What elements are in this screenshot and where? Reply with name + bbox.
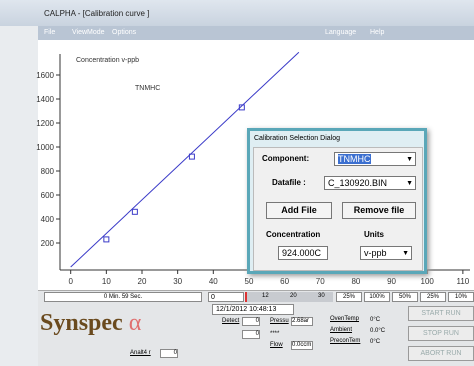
counter-box: 0 <box>208 292 244 302</box>
y-tick-label: 1400 <box>36 95 54 104</box>
x-tick-label: 110 <box>456 277 469 286</box>
x-tick-label: 90 <box>387 277 396 286</box>
datafile-value: C_130920.BIN <box>328 178 387 188</box>
datetime-box: 12/1/2012 10:48:13 <box>212 304 294 315</box>
component-value: TNMHC <box>338 154 371 164</box>
oven-value: 0°C <box>370 317 380 323</box>
x-tick-label: 30 <box>173 277 182 286</box>
percent-button[interactable]: 100% <box>364 292 390 302</box>
dialog-title: Calibration Selection Dialog <box>254 135 340 142</box>
annotation: TNMHC <box>135 85 160 92</box>
units-label: Units <box>364 230 384 239</box>
y-tick-label: 400 <box>41 215 55 224</box>
stop-run-button[interactable]: STOP RUN <box>408 326 474 341</box>
remove-file-button[interactable]: Remove file <box>342 202 416 219</box>
concentration-label: Concentration <box>266 230 320 239</box>
stars: **** <box>270 331 279 337</box>
progress-tick: 12 <box>262 293 269 299</box>
x-tick-label: 50 <box>245 277 254 286</box>
app-window: CALPHA - [Calibration curve ] File ViewM… <box>0 0 474 366</box>
logo: Synspec α <box>40 310 141 337</box>
datafile-label: Datafile : <box>272 178 306 187</box>
x-tick-label: 80 <box>351 277 360 286</box>
concentration-input[interactable]: 924.000C <box>278 246 328 260</box>
percent-button[interactable]: 25% <box>336 292 362 302</box>
start-run-button[interactable]: START RUN <box>408 306 474 321</box>
x-tick-label: 10 <box>102 277 111 286</box>
x-tick-label: 100 <box>421 277 435 286</box>
abort-run-button[interactable]: ABORT RUN <box>408 346 474 361</box>
flow-label: Flow <box>270 342 283 348</box>
datafile-select[interactable]: C_130920.BIN ▼ <box>324 176 416 190</box>
x-tick-label: 70 <box>316 277 325 286</box>
oven-label: OvenTemp <box>330 316 359 322</box>
dialog-body: Component: TNMHC ▼ Datafile : C_130920.BI… <box>253 147 423 271</box>
pressure-value: 2.68ar <box>291 317 313 326</box>
flow-value: 0.0ccm <box>291 341 313 350</box>
units-value: v-ppb <box>364 248 387 258</box>
y-tick-label: 1600 <box>36 71 54 80</box>
component-label: Component: <box>262 154 309 163</box>
y-tick-label: 800 <box>41 167 55 176</box>
ambient-value: 0.0°C <box>370 328 385 334</box>
x-tick-label: 40 <box>209 277 218 286</box>
y-tick-label: 200 <box>41 239 55 248</box>
percent-button[interactable]: 25% <box>420 292 446 302</box>
units-select[interactable]: v-ppb ▼ <box>360 246 412 260</box>
pressure-label: Pressu <box>270 318 289 324</box>
chart-title: Concentration v-ppb <box>76 57 139 64</box>
x-tick-label: 0 <box>68 277 73 286</box>
dropdown-arrow: ▼ <box>406 177 413 190</box>
progress-tick: 30 <box>318 293 325 299</box>
precon-label: PreconTem <box>330 338 360 344</box>
dropdown-arrow: ▼ <box>402 247 409 260</box>
percent-button[interactable]: 50% <box>392 292 418 302</box>
dropdown-arrow: ▼ <box>406 153 413 166</box>
dialog: Calibration Selection Dialog Component: … <box>247 128 427 274</box>
add-file-button[interactable]: Add File <box>266 202 332 219</box>
ambient-label: Ambient <box>330 327 352 333</box>
precon-value: 0°C <box>370 339 380 345</box>
elapsed-box: 0 Min. 59 Sec. <box>44 292 202 302</box>
blank-value: 0 <box>242 330 260 339</box>
analog-label: Analt4 r <box>130 350 151 356</box>
logo-text: Synspec <box>40 310 123 336</box>
progress-tick: 20 <box>290 293 297 299</box>
y-tick-label: 1200 <box>36 119 54 128</box>
x-tick-label: 20 <box>138 277 147 286</box>
x-tick-label: 60 <box>280 277 289 286</box>
component-select[interactable]: TNMHC ▼ <box>334 152 416 166</box>
y-tick-label: 1000 <box>36 143 54 152</box>
logo-symbol: α <box>129 310 142 336</box>
detect-label: Detect <box>222 318 239 324</box>
percent-button[interactable]: 10% <box>448 292 474 302</box>
analog-value: 0 <box>160 349 178 358</box>
detect-value: 0 <box>242 317 260 326</box>
y-tick-label: 600 <box>41 191 55 200</box>
